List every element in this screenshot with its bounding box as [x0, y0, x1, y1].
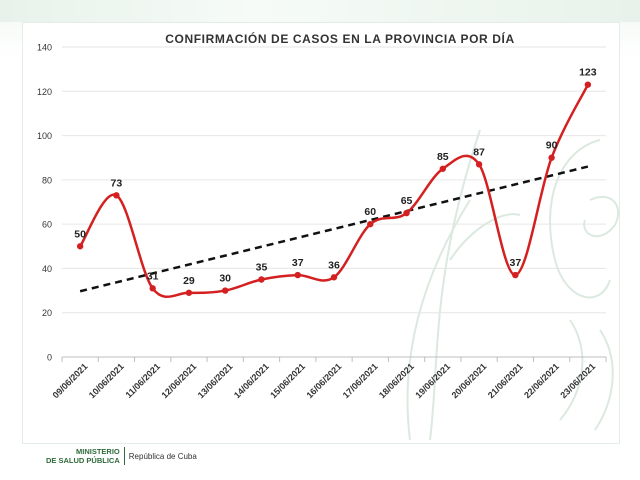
x-tick-label: 13/06/2021 — [196, 361, 235, 400]
x-tick-label: 22/06/2021 — [522, 361, 561, 400]
data-point — [330, 274, 338, 281]
ministry-line-2: DE SALUD PÚBLICA — [46, 456, 120, 465]
data-label: 29 — [183, 275, 195, 287]
ministry-logo: MINISTERIO DE SALUD PÚBLICA — [46, 447, 125, 465]
x-tick-labels: 09/06/202110/06/202111/06/202112/06/2021… — [51, 361, 598, 400]
data-point — [222, 287, 229, 294]
y-tick-label: 20 — [42, 308, 52, 318]
data-point — [512, 271, 519, 279]
data-point — [584, 81, 592, 88]
x-tick-label: 18/06/2021 — [377, 361, 416, 400]
y-axis: 0 20 40 60 80 100 120 140 — [37, 43, 52, 363]
data-label: 87 — [473, 146, 485, 158]
x-tick-label: 21/06/2021 — [486, 361, 525, 400]
trendline-path — [79, 165, 589, 293]
x-tick-label: 23/06/2021 — [558, 361, 597, 400]
data-label: 31 — [147, 270, 159, 282]
ministry-line-1: MINISTERIO — [76, 447, 120, 456]
trend-line — [79, 165, 589, 293]
data-label: 60 — [364, 206, 376, 218]
data-points — [76, 81, 592, 296]
y-tick-label: 0 — [47, 353, 52, 363]
data-point — [475, 161, 483, 168]
data-label: 123 — [579, 67, 597, 79]
y-tick-label: 60 — [42, 220, 52, 230]
x-tick-label: 15/06/2021 — [268, 361, 307, 400]
top-decorative-band — [0, 0, 640, 22]
x-tick-label: 14/06/2021 — [232, 361, 271, 400]
republica-label: República de Cuba — [128, 451, 197, 461]
footer-logo: MINISTERIO DE SALUD PÚBLICA República de… — [46, 444, 197, 468]
data-label: 30 — [219, 273, 231, 285]
y-tick-label: 80 — [42, 175, 52, 185]
data-point — [76, 243, 84, 250]
data-point — [113, 192, 120, 199]
data-label: 73 — [111, 177, 123, 189]
x-tick-label: 16/06/2021 — [304, 361, 343, 400]
emblem-watermark — [406, 129, 620, 441]
data-label: 36 — [328, 259, 340, 271]
x-tick-label: 17/06/2021 — [341, 361, 380, 400]
data-point — [367, 220, 374, 228]
y-tick-label: 100 — [37, 131, 52, 141]
data-label: 37 — [509, 257, 521, 269]
data-point — [258, 276, 265, 283]
data-label: 65 — [401, 195, 413, 207]
data-point — [149, 285, 156, 292]
data-labels: 50 73 31 29 30 35 37 36 60 65 85 87 37 90 123 — [74, 67, 596, 287]
y-tick-label: 40 — [42, 264, 52, 274]
x-axis — [61, 357, 607, 362]
data-label: 35 — [256, 262, 268, 274]
data-point — [548, 154, 555, 161]
grid-lines — [62, 46, 606, 358]
x-tick-label: 10/06/2021 — [87, 361, 126, 400]
data-point — [403, 209, 410, 217]
x-tick-label: 09/06/2021 — [51, 361, 90, 400]
data-point — [294, 271, 301, 279]
y-tick-label: 120 — [37, 87, 52, 97]
x-tick-label: 20/06/2021 — [450, 361, 489, 400]
y-tick-label: 140 — [37, 43, 52, 53]
x-tick-label: 19/06/2021 — [413, 361, 452, 400]
data-point — [439, 165, 446, 172]
x-tick-label: 12/06/2021 — [159, 361, 198, 400]
data-point — [185, 289, 193, 296]
x-tick-label: 11/06/2021 — [123, 361, 162, 400]
chart-area — [22, 22, 620, 444]
chart-title: CONFIRMACIÓN DE CASOS EN LA PROVINCIA PO… — [165, 32, 515, 46]
data-label: 90 — [546, 140, 558, 152]
data-label: 37 — [292, 257, 304, 269]
data-label: 85 — [437, 151, 449, 163]
data-label: 50 — [74, 228, 86, 240]
